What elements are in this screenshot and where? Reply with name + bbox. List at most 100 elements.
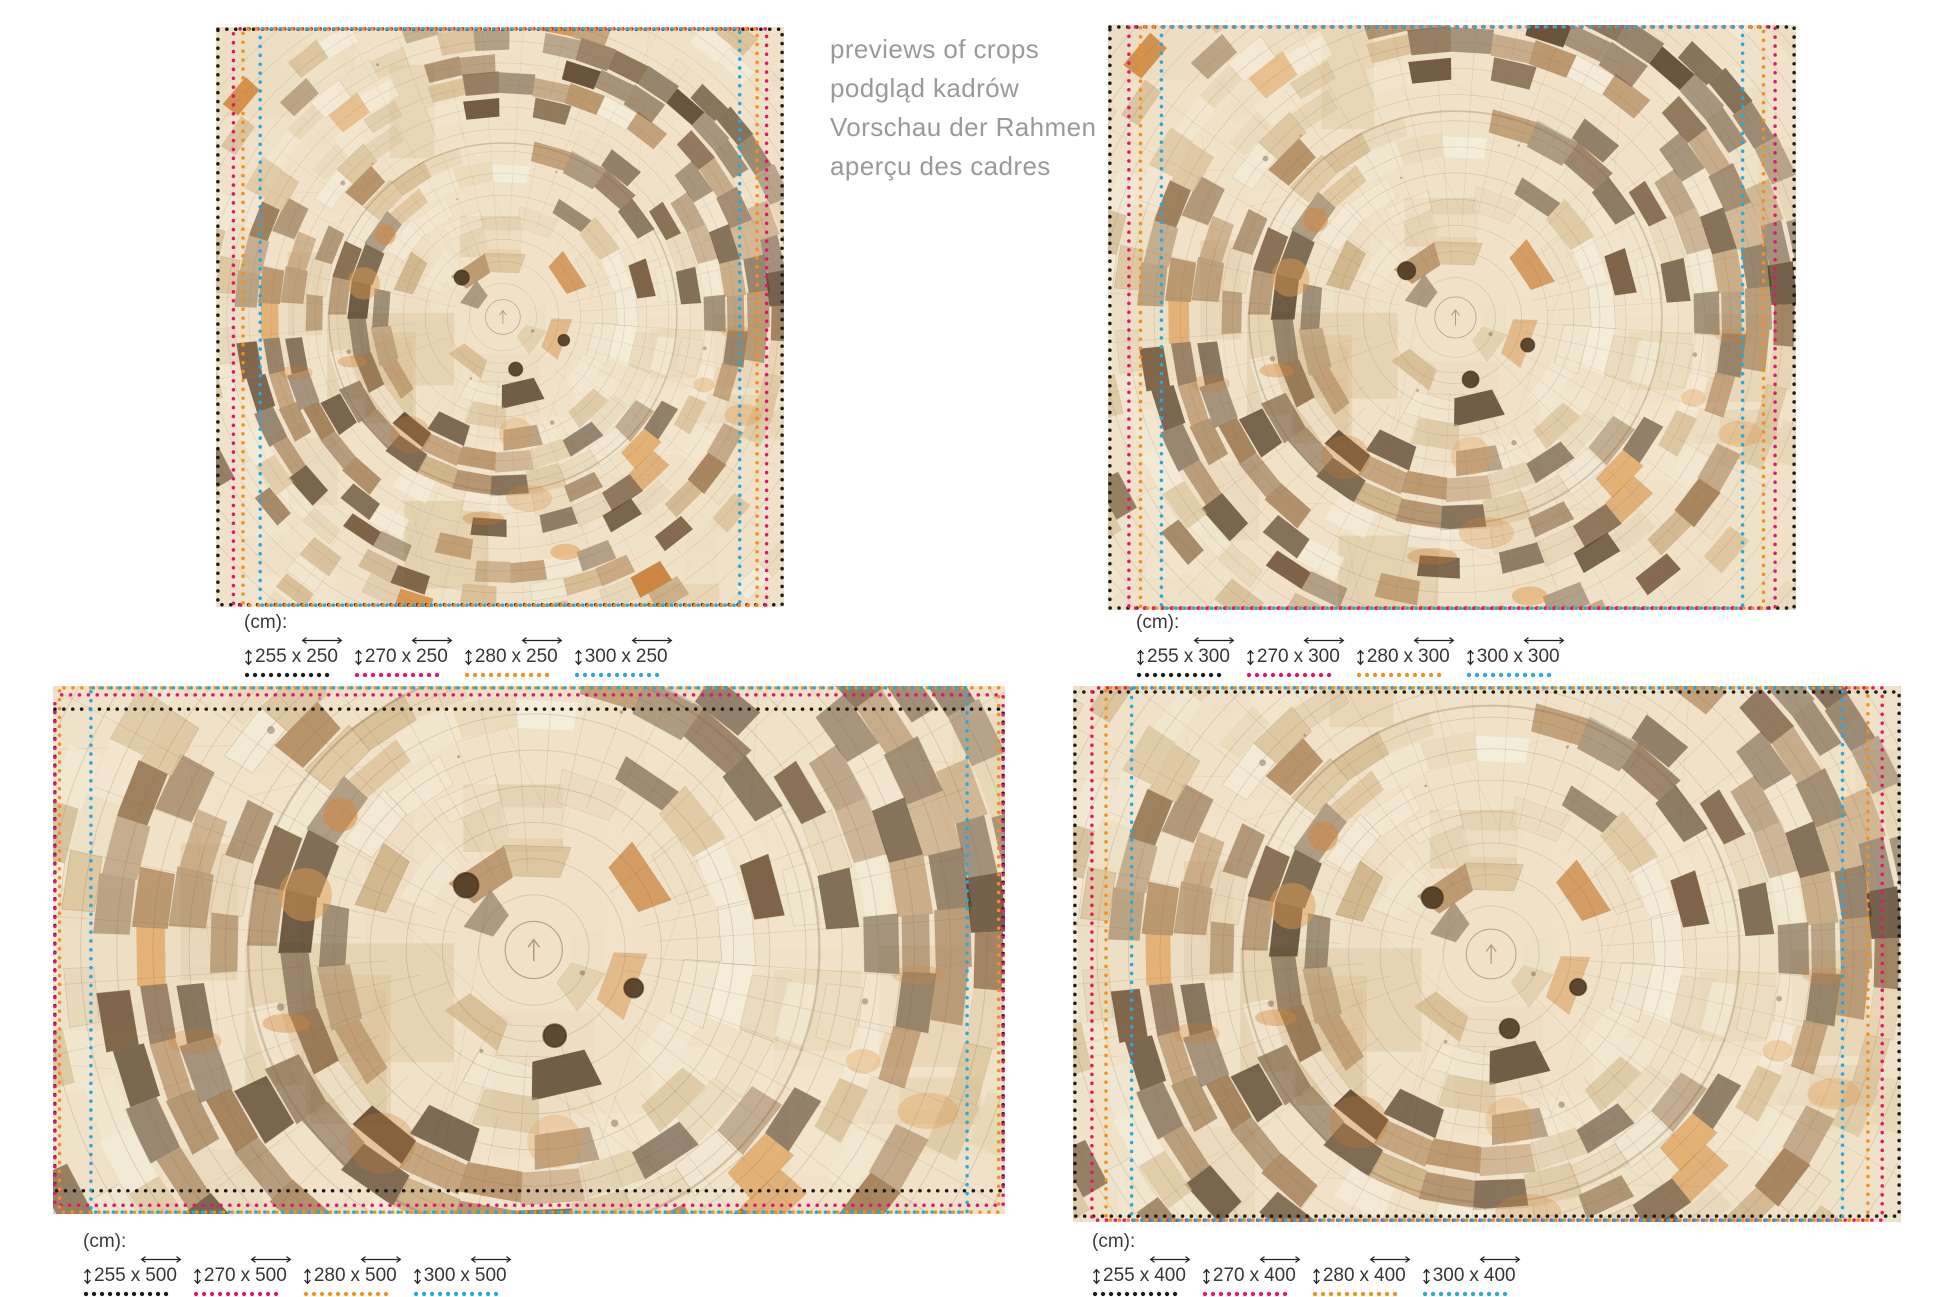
width-value: 400 <box>1264 1265 1296 1286</box>
width-arrow-icon <box>1258 1255 1302 1264</box>
height-arrow-icon <box>193 1268 202 1285</box>
height-arrow-icon <box>244 649 253 666</box>
dotted-underline <box>1312 1291 1400 1297</box>
dotted-underline <box>1422 1291 1510 1297</box>
width-arrow-icon <box>139 1255 183 1264</box>
crop-preview-300 <box>1108 25 1796 610</box>
dotted-underline <box>1466 672 1554 678</box>
height-arrow-icon <box>574 649 583 666</box>
dotted-underline <box>1246 672 1334 678</box>
width-value: 400 <box>1154 1265 1186 1286</box>
dotted-underline <box>83 1291 171 1297</box>
unit-label: (cm): <box>1136 612 1560 634</box>
height-value: 270 <box>204 1265 236 1287</box>
width-value: 250 <box>526 646 558 667</box>
width-arrow-icon <box>410 636 454 645</box>
title-line-pl: podgląd kadrów <box>830 69 1096 108</box>
height-value: 280 <box>1367 646 1399 668</box>
crop-frame-255x500 <box>55 709 1003 1191</box>
dimension-separator: x <box>1140 1265 1150 1287</box>
unit-label: (cm): <box>244 612 668 634</box>
height-arrow-icon <box>303 1268 312 1285</box>
width-value: 250 <box>306 646 338 667</box>
unit-label: (cm): <box>1092 1231 1516 1253</box>
dimension-separator: x <box>1184 646 1194 668</box>
dimension-separator: x <box>512 646 522 668</box>
height-value: 255 <box>94 1265 126 1287</box>
height-value: 280 <box>475 646 507 668</box>
height-value: 270 <box>1213 1265 1245 1287</box>
crop-preview-500 <box>53 686 1005 1214</box>
crop-frame-300x500 <box>91 688 967 1212</box>
width-value: 300 <box>1418 646 1450 667</box>
width-arrow-icon <box>630 636 674 645</box>
height-arrow-icon <box>1202 1268 1211 1285</box>
crop-frame-280x250 <box>243 29 757 605</box>
height-arrow-icon <box>354 649 363 666</box>
crop-frame-280x500 <box>60 688 999 1212</box>
width-arrow-icon <box>1478 1255 1522 1264</box>
dotted-underline <box>413 1291 501 1297</box>
height-arrow-icon <box>1356 649 1365 666</box>
height-arrow-icon <box>1136 649 1145 666</box>
height-value: 300 <box>424 1265 456 1287</box>
width-arrow-icon <box>1368 1255 1412 1264</box>
width-arrow-icon <box>1148 1255 1192 1264</box>
width-arrow-icon <box>1192 636 1236 645</box>
height-value: 280 <box>1323 1265 1355 1287</box>
dimension-separator: x <box>402 646 412 668</box>
width-value: 300 <box>1528 646 1560 667</box>
dimension-separator: x <box>292 646 302 668</box>
unit-label: (cm): <box>83 1231 507 1253</box>
width-value: 400 <box>1374 1265 1406 1286</box>
width-value: 500 <box>365 1265 397 1286</box>
dotted-underline <box>193 1291 281 1297</box>
crop-frames-overlay <box>1108 25 1796 610</box>
title-line-de: Vorschau der Rahmen <box>830 108 1096 147</box>
dotted-underline <box>1356 672 1444 678</box>
width-arrow-icon <box>359 1255 403 1264</box>
width-value: 250 <box>636 646 668 667</box>
dimension-separator: x <box>1404 646 1414 668</box>
crop-frame-255x250 <box>218 29 782 605</box>
crop-frame-255x300 <box>1110 27 1794 608</box>
dimension-separator: x <box>131 1265 141 1287</box>
dimension-separator: x <box>1360 1265 1370 1287</box>
title-block: previews of crops podgląd kadrów Vorscha… <box>830 30 1096 186</box>
dotted-underline <box>354 672 442 678</box>
crop-frames-overlay <box>216 27 784 607</box>
height-arrow-icon <box>1422 1268 1431 1285</box>
title-line-en: previews of crops <box>830 30 1096 69</box>
crop-frame-280x300 <box>1141 27 1764 608</box>
crop-frame-300x400 <box>1132 688 1843 1220</box>
width-arrow-icon <box>520 636 564 645</box>
crop-preview-400 <box>1073 686 1901 1222</box>
